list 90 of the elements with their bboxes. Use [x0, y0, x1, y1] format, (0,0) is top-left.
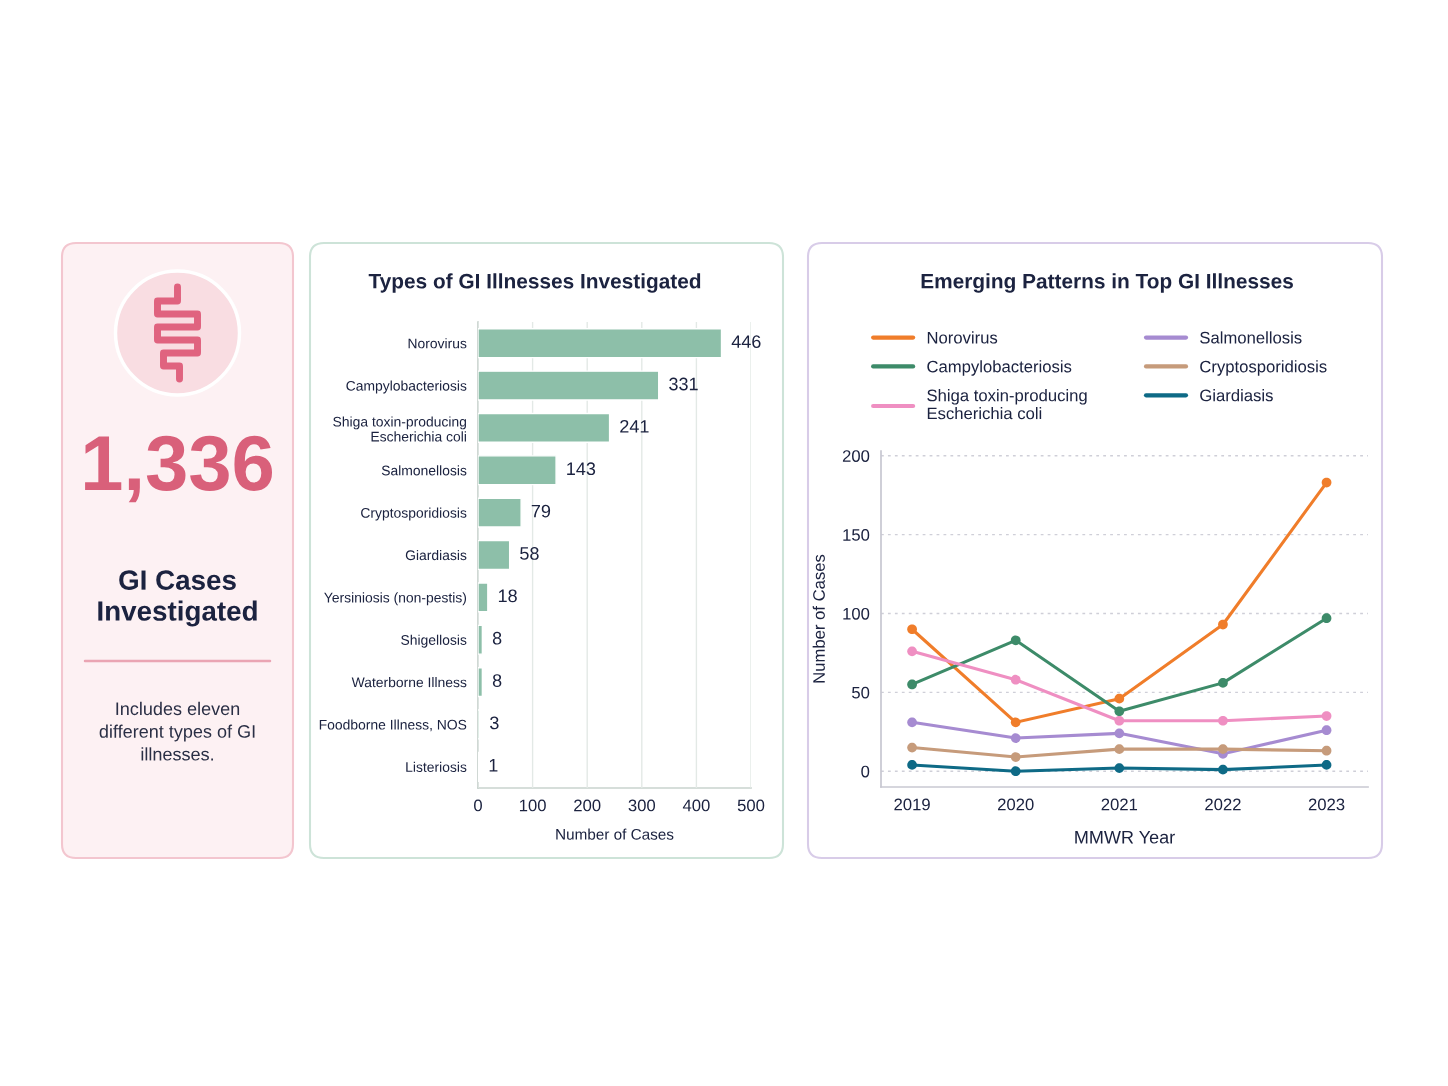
- point: [1114, 744, 1125, 754]
- point: [1010, 752, 1021, 762]
- y-tick-label: Giardiasis: [405, 549, 467, 561]
- point: [1114, 715, 1125, 726]
- x-tick-label: 2021: [1101, 798, 1138, 811]
- point: [907, 646, 917, 657]
- y-tick-label: 200: [842, 450, 870, 462]
- point: [1321, 711, 1332, 721]
- y-tick-label: Listeriosis: [406, 761, 467, 772]
- x-tick-label: 2019: [894, 798, 930, 811]
- y-tick-label: 100: [843, 607, 870, 620]
- text: GI Cases Investigated: [98, 570, 257, 627]
- chart-title: Types of GI Illnesses Investigated: [368, 273, 701, 293]
- legend-label: Giardiasis: [1200, 389, 1273, 402]
- x-axis-title: Number of Cases: [556, 828, 674, 840]
- y-tick-label: Norovirus: [408, 338, 467, 349]
- data-label: 8: [492, 674, 502, 687]
- bar: [478, 412, 611, 444]
- y-tick-label: Shigellosis: [401, 634, 467, 648]
- point: [1114, 728, 1125, 739]
- point: [1010, 766, 1021, 777]
- point: [1114, 693, 1125, 704]
- legend-label: Cryptosporidiosis: [1200, 360, 1327, 376]
- x-tick-label: 2020: [998, 798, 1034, 811]
- data-label: 18: [498, 589, 517, 603]
- data-label: 79: [531, 504, 551, 518]
- bar: [478, 582, 489, 613]
- point: [1218, 764, 1228, 775]
- bar: [478, 328, 723, 359]
- y-tick-label: Cryptosporidiosis: [361, 507, 467, 521]
- x-axis-title: MMWR Year: [1075, 830, 1175, 844]
- point: [1321, 745, 1332, 756]
- x-tick-label: 500: [737, 799, 765, 812]
- point: [1321, 613, 1332, 624]
- legend-label: Shiga toxin-producing Escherichia coli: [927, 389, 1087, 420]
- point: [907, 717, 917, 728]
- data-label: 8: [492, 631, 502, 645]
- point: [907, 742, 917, 753]
- point: [1010, 635, 1021, 646]
- point: [1218, 715, 1228, 726]
- data-label: 3: [490, 716, 499, 730]
- y-tick-label: 150: [843, 529, 870, 541]
- legend-label: Norovirus: [927, 331, 998, 344]
- y-tick-label: Waterborne Illness: [351, 677, 467, 688]
- point: [1010, 733, 1021, 743]
- point: [1218, 619, 1228, 630]
- y-tick-label: 50: [852, 686, 870, 699]
- chart-title: Emerging Patterns in Top GI Illnesses: [921, 273, 1293, 293]
- legend-label: Campylobacteriosis: [927, 360, 1072, 376]
- x-tick-label: 400: [682, 799, 710, 812]
- point: [1114, 763, 1125, 773]
- point: [1010, 717, 1021, 728]
- point: [1218, 744, 1228, 754]
- bar: [478, 455, 557, 486]
- bar: [478, 370, 660, 401]
- y-tick-label: Campylobacteriosis: [346, 380, 467, 394]
- point: [1321, 760, 1332, 770]
- x-tick-label: 200: [574, 799, 601, 812]
- y-axis-title: Number of Cases: [812, 554, 825, 683]
- point: [1321, 725, 1332, 736]
- point: [1010, 674, 1021, 685]
- x-tick-label: 2023: [1308, 798, 1345, 811]
- point: [907, 679, 917, 690]
- data-label: 446: [731, 335, 761, 349]
- bar: [478, 624, 484, 655]
- y-tick-label: Shiga toxin-producing Escherichia coli: [333, 416, 466, 442]
- bar: [478, 497, 522, 528]
- y-tick-label: Salmonellosis: [381, 465, 467, 476]
- point: [1218, 678, 1228, 688]
- point: [907, 624, 917, 635]
- x-tick-label: 300: [628, 799, 656, 812]
- point: [1114, 706, 1125, 717]
- data-label: 331: [669, 377, 698, 391]
- point: [907, 760, 917, 770]
- x-tick-label: 2022: [1205, 798, 1241, 811]
- y-tick-label: Yersiniosis (non-pestis): [324, 592, 467, 606]
- text: Includes eleven different types of GI illnesses.: [99, 701, 255, 761]
- data-label: 143: [567, 462, 596, 476]
- text: 1,336: [85, 435, 273, 503]
- point: [1321, 477, 1332, 488]
- y-tick-label: 0: [861, 765, 870, 778]
- bar: [478, 539, 511, 571]
- data-label: 58: [520, 547, 539, 560]
- legend-label: Salmonellosis: [1200, 331, 1302, 344]
- data-label: 1: [489, 759, 498, 772]
- bar: [478, 666, 484, 698]
- data-label: 241: [620, 419, 649, 433]
- x-tick-label: 0: [474, 799, 482, 812]
- x-tick-label: 100: [519, 799, 546, 812]
- y-tick-label: Foodborne Illness, NOS: [319, 719, 467, 732]
